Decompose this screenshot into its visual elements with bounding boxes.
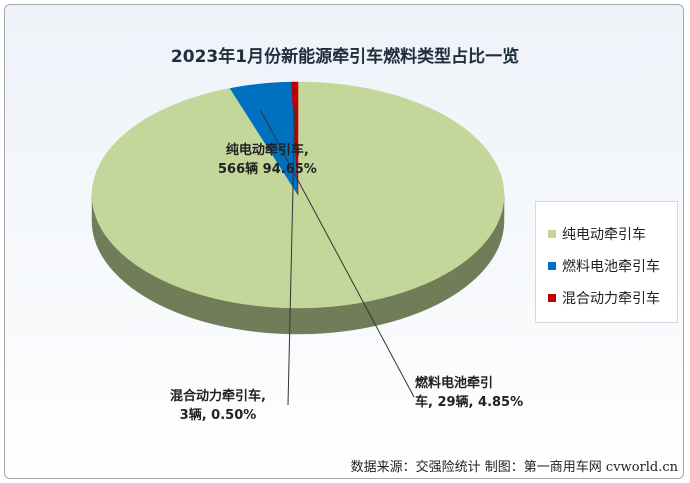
label-fcev: 燃料电池牵引 车, 29辆, 4.85% <box>415 374 523 412</box>
legend-item-bev: 纯电动牵引车 <box>536 218 677 250</box>
label-hybrid-line1: 混合动力牵引车, <box>170 389 266 404</box>
legend-label-fcev: 燃料电池牵引车 <box>562 259 660 275</box>
leader-line-fcev <box>259 109 415 398</box>
label-fcev-line2: 车, 29辆, 4.85% <box>415 395 524 410</box>
legend-swatch-hybrid <box>548 294 556 302</box>
label-bev-line1: 纯电动牵引车, <box>225 143 309 158</box>
source-note: 数据来源：交强险统计 制图：第一商用车网 cvworld.cn <box>350 460 678 475</box>
legend-label-hybrid: 混合动力牵引车 <box>562 291 660 307</box>
legend-item-hybrid: 混合动力牵引车 <box>536 282 677 314</box>
legend-swatch-bev <box>548 230 556 238</box>
legend-swatch-fcev <box>548 262 556 270</box>
pie-slice-hybrid <box>291 81 299 196</box>
label-hybrid-line2: 3辆, 0.50% <box>179 408 257 423</box>
label-hybrid: 混合动力牵引车, 3辆, 0.50% <box>170 387 266 425</box>
chart-title: 2023年1月份新能源牵引车燃料类型占比一览 <box>170 47 520 67</box>
legend: 纯电动牵引车 燃料电池牵引车 混合动力牵引车 <box>535 201 678 323</box>
leader-line-hybrid <box>287 107 296 406</box>
label-bev: 纯电动牵引车, 566辆 94.65% <box>218 141 317 179</box>
label-fcev-line1: 燃料电池牵引 <box>415 376 494 391</box>
label-bev-line2: 566辆 94.65% <box>218 162 317 177</box>
legend-label-bev: 纯电动牵引车 <box>562 227 646 243</box>
legend-item-fcev: 燃料电池牵引车 <box>536 250 677 282</box>
